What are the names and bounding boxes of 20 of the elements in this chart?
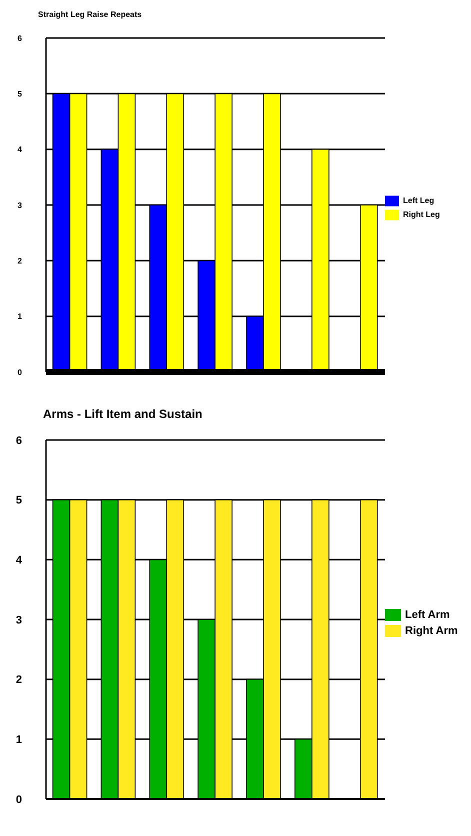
y-tick-label: 5 bbox=[16, 494, 22, 507]
y-tick-label: 0 bbox=[18, 368, 23, 377]
y-tick-label: 5 bbox=[18, 90, 23, 99]
y-tick-label: 0 bbox=[16, 794, 22, 806]
y-tick-label: 4 bbox=[18, 145, 23, 154]
legend-label: Left Leg bbox=[403, 196, 434, 206]
y-tick-label: 1 bbox=[16, 734, 22, 746]
legend-label: Right Leg bbox=[403, 210, 440, 220]
legend-label: Right Arm bbox=[405, 624, 458, 636]
chart-title: Straight Leg Raise Repeats bbox=[37, 9, 143, 21]
y-tick-label: 1 bbox=[18, 312, 23, 322]
y-tick-label: 2 bbox=[18, 256, 23, 266]
chart-title: Arms - Lift Item and Sustain bbox=[42, 406, 204, 423]
y-tick-label: 6 bbox=[18, 34, 23, 43]
y-tick-label: 4 bbox=[16, 554, 23, 567]
y-tick-label: 6 bbox=[16, 434, 22, 447]
y-tick-label: 2 bbox=[16, 674, 22, 686]
y-tick-label: 3 bbox=[18, 200, 23, 210]
y-tick-label: 3 bbox=[16, 614, 22, 626]
legend-label: Left Arm bbox=[405, 608, 450, 620]
